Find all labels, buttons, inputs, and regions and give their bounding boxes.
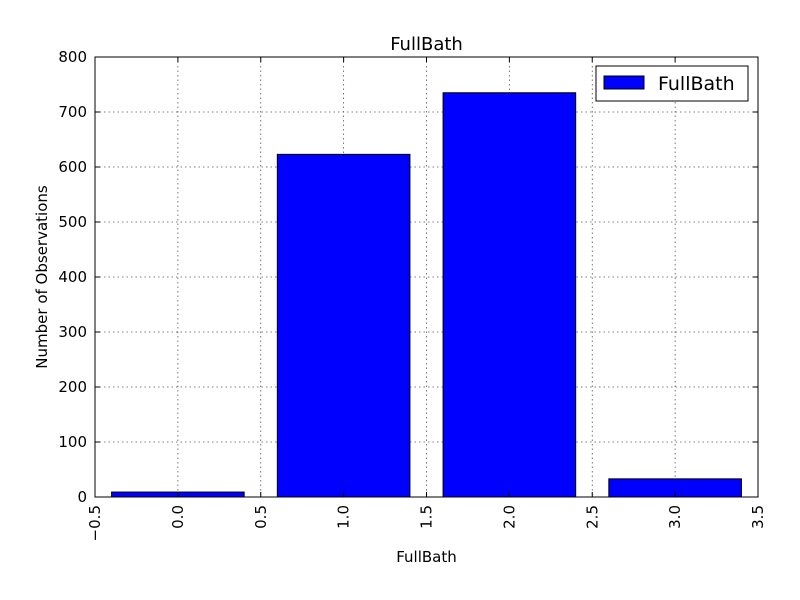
x-tick-label: 3.0 [666, 505, 684, 529]
ticks [94, 56, 759, 498]
x-tick-label: 2.5 [583, 505, 601, 529]
y-tick-label: 500 [58, 213, 87, 231]
x-tick-label: 1.0 [335, 505, 353, 529]
x-tick-label: 0.0 [169, 505, 187, 529]
y-tick-label: 800 [58, 48, 87, 66]
bar [442, 92, 577, 498]
bar [276, 153, 411, 498]
y-tick-label: 700 [58, 103, 87, 121]
x-tick-label: 2.0 [500, 505, 518, 529]
x-tick-label: 3.5 [749, 505, 767, 529]
chart-title: FullBath [390, 34, 463, 55]
x-tick-label: −0.5 [86, 505, 104, 541]
y-tick-label: 0 [77, 488, 87, 506]
y-tick-label: 600 [58, 158, 87, 176]
x-tick-label: 0.5 [252, 505, 270, 529]
y-tick-label: 300 [58, 323, 87, 341]
y-axis-label: Number of Observations [33, 185, 51, 369]
x-tick-labels: −0.5 0.0 0.5 1.0 1.5 2.0 2.5 3.0 3.5 [86, 505, 767, 541]
x-tick-label: 1.5 [418, 505, 436, 529]
legend-swatch [603, 75, 645, 90]
bars [111, 92, 742, 498]
y-tick-label: 100 [58, 433, 87, 451]
legend-label: FullBath [658, 73, 735, 95]
x-axis-label: FullBath [396, 548, 457, 566]
y-tick-label: 400 [58, 268, 87, 286]
y-tick-label: 200 [58, 378, 87, 396]
legend: FullBath [595, 65, 749, 102]
y-tick-labels: 0 100 200 300 400 500 600 700 800 [58, 48, 87, 506]
